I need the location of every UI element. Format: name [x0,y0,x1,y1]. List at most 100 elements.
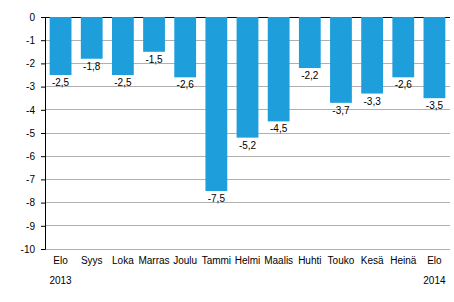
y-tick-label: -1 [26,35,35,46]
data-label: -5,2 [239,140,257,151]
y-tick-mark [41,249,45,250]
y-tick: -10 [21,244,45,255]
y-tick-mark [41,87,45,88]
data-label: -2,6 [395,79,413,90]
x-tick-label: Loka [112,255,134,266]
bar [205,17,227,191]
y-tick-mark [41,156,45,157]
bar [112,17,134,75]
y-tick-mark [41,63,45,64]
y-tick-label: -9 [26,221,35,232]
bars [50,17,446,191]
grid [45,17,450,249]
x-tick-label: Kesä [361,255,384,266]
x-tick-label: Elo [427,255,442,266]
data-label: -1,8 [83,61,101,72]
data-label: -2,6 [177,79,195,90]
grid-line [45,202,450,203]
x-tick: Tammi [202,255,231,266]
data-label: -4,5 [270,123,288,134]
year-label: 2013 [49,275,72,286]
data-label: -3,5 [426,100,444,111]
y-tick-label: -2 [26,58,35,69]
y-tick: -3 [26,81,45,92]
x-tick-label: Elo [53,255,68,266]
x-tick-label: Maalis [264,255,293,266]
bar [143,17,165,52]
y-axis-line [41,18,46,250]
bar [81,17,103,59]
y-tick-label: -4 [26,105,35,116]
y-tick: -7 [26,174,45,185]
x-tick-label: Syys [81,255,103,266]
data-label: -2,2 [301,70,319,81]
y-tick-mark [41,17,45,18]
bar [237,17,259,138]
x-tick: Helmi [235,255,261,266]
x-tick: Touko [328,255,355,266]
grid-line [45,249,450,250]
chart: -2,5 -1,8 -2,5 -1,5 -2,6 -7,5 -5,2 -4,5 -2,2 -3,7… [0,0,454,302]
y-tick-mark [41,179,45,180]
y-tick: -5 [26,128,45,139]
y-tick: -1 [26,35,45,46]
x-tick-label: Huhti [298,255,321,266]
y-tick-label: -6 [26,151,35,162]
y-tick-mark [41,133,45,134]
bar [330,17,352,103]
x-tick: Elo [427,255,442,266]
bar [392,17,414,77]
y-tick-mark [41,203,45,204]
data-labels: -2,5 -1,8 -2,5 -1,5 -2,6 -7,5 -5,2 -4,5 -2,2 -3,7… [52,54,444,204]
data-label: -1,5 [145,54,163,65]
y-tick-mark [41,110,45,111]
y-tick: 0 [29,12,45,23]
x-tick-label: Heinä [390,255,417,266]
x-tick-label: Tammi [202,255,231,266]
x-tick: Heinä [390,255,417,266]
x-tick-label: Helmi [235,255,261,266]
bar [268,17,290,121]
y-tick-mark [41,40,45,41]
y-tick-label: 0 [29,12,35,23]
bar [361,17,383,94]
x-tick-label: Marras [138,255,169,266]
y-tick: -4 [26,105,45,116]
year-label: 2014 [423,275,446,286]
y-tick: -2 [26,58,45,69]
bar [424,17,446,98]
x-tick-label: Touko [328,255,355,266]
x-tick: Kesä [361,255,384,266]
y-axis: 0 -1 -2 -3 -4 -5 -6 -7 -8 -9 -10 [21,12,46,255]
x-tick: Huhti [298,255,321,266]
plot: -2,5 -1,8 -2,5 -1,5 -2,6 -7,5 -5,2 -4,5 -2,2 -3,7… [21,12,450,286]
bar [299,17,321,68]
y-tick-label: -8 [26,197,35,208]
x-tick: Marras [138,255,169,266]
x-tick: Syys [81,255,103,266]
y-tick-label: -5 [26,128,35,139]
data-label: -2,5 [114,77,132,88]
data-label: -2,5 [52,77,70,88]
x-axis: Elo Syys Loka Marras Joulu Tammi HelmiMaalis Hu… [53,255,442,266]
data-label: -3,3 [363,96,381,107]
y-tick-label: -10 [21,244,36,255]
y-tick: -6 [26,151,45,162]
y-tick-label: -7 [26,174,35,185]
grid-line [45,179,450,180]
x-tick: Maalis [264,255,293,266]
y-tick: -9 [26,221,45,232]
grid-line [45,225,450,226]
x-tick-label: Joulu [173,255,197,266]
data-label: -3,7 [332,105,350,116]
x-tick: Elo [53,255,68,266]
x-tick: Loka [112,255,134,266]
data-label: -7,5 [208,193,226,204]
grid-line [45,156,450,157]
y-tick-label: -3 [26,81,35,92]
bar [50,17,72,75]
y-tick: -8 [26,197,45,208]
bar [174,17,196,77]
x-tick: Joulu [173,255,197,266]
y-tick-mark [41,226,45,227]
